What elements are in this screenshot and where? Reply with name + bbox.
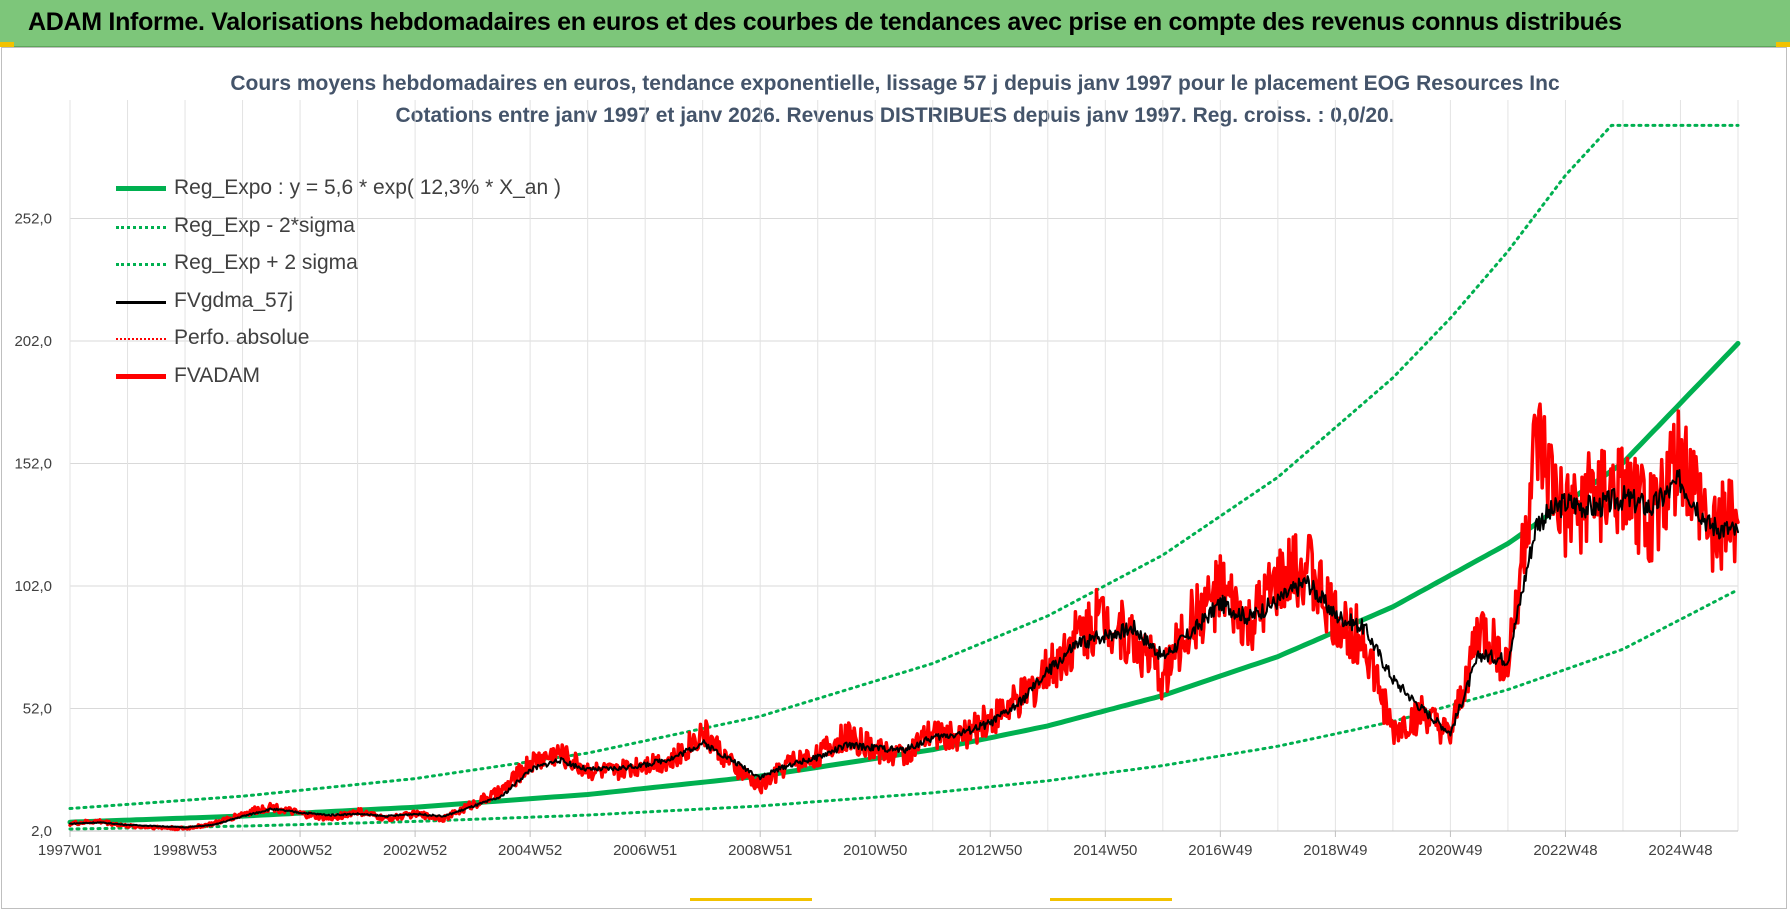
- bottom-accent-right: [1050, 898, 1172, 901]
- y-tick-label: 2,0: [31, 823, 52, 840]
- chart-frame: [1, 47, 1787, 909]
- legend-swatch-reg-exp-minus: [116, 225, 166, 229]
- x-tick-label: 2014W50: [1073, 842, 1137, 859]
- bottom-accent-left: [690, 898, 812, 901]
- x-tick-label: 2010W50: [843, 842, 907, 859]
- corner-marker-left: [0, 42, 14, 47]
- chart-title: Cours moyens hebdomadaires en euros, ten…: [230, 72, 1560, 95]
- x-tick-label: 2012W50: [958, 842, 1022, 859]
- legend-swatch-reg-expo: [116, 186, 166, 191]
- x-tick-label: 2020W49: [1418, 842, 1482, 859]
- x-tick-label: 2018W49: [1303, 842, 1367, 859]
- legend-swatch-reg-exp-plus: [116, 263, 166, 266]
- page-title: ADAM Informe. Valorisations hebdomadaire…: [28, 8, 1622, 36]
- y-tick-label: 52,0: [23, 701, 52, 718]
- header-banner: ADAM Informe. Valorisations hebdomadaire…: [0, 0, 1790, 47]
- legend-swatch-fvgdma: [116, 300, 166, 304]
- x-tick-label: 2024W48: [1648, 842, 1712, 859]
- series-reg-exp-minus-2sigma: [68, 588, 1740, 831]
- legend-swatch-perfo: [116, 338, 166, 340]
- legend-label-reg-exp-minus: Reg_Exp - 2*sigma: [174, 213, 355, 237]
- x-tick-label: 2000W52: [268, 842, 332, 859]
- x-tick-label: 1998W53: [153, 842, 217, 859]
- series-fvgdma-57j: [69, 469, 1739, 829]
- y-tick-label: 152,0: [14, 456, 52, 473]
- x-tick-label: 2008W51: [728, 842, 792, 859]
- chart-grid: [69, 100, 1739, 832]
- legend-swatch-fvadam: [116, 373, 166, 379]
- x-tick-label: 1997W01: [38, 842, 102, 859]
- y-axis: 2,0 52,0 102,0 152,0 202,0 252,0: [14, 211, 52, 841]
- series-fvadam: [68, 402, 1740, 832]
- y-tick-label: 252,0: [14, 211, 52, 228]
- x-tick-label: 2002W52: [383, 842, 447, 859]
- legend-label-reg-exp-plus: Reg_Exp + 2 sigma: [174, 251, 358, 274]
- y-tick-label: 202,0: [14, 333, 52, 350]
- series-reg-expo: [67, 340, 1741, 825]
- x-tick-label: 2022W48: [1533, 842, 1597, 859]
- legend-label-fvgdma: FVgdma_57j: [174, 288, 294, 312]
- x-tick-label: 2006W51: [613, 842, 677, 859]
- chart-series: [67, 123, 1741, 832]
- x-tick-label: 2004W52: [498, 842, 562, 859]
- x-axis: 1997W01 1998W53 2000W52 2002W52 2004W52 2006W…: [38, 831, 1713, 859]
- legend-label-reg-expo: Reg_Expo : y = 5,6 * exp( 12,3% * X_an ): [174, 176, 561, 199]
- corner-marker-right: [1776, 42, 1790, 47]
- legend-label-fvadam: FVADAM: [174, 363, 260, 387]
- x-tick-label: 2016W49: [1188, 842, 1252, 859]
- legend-label-perfo: Perfo. absolue: [174, 326, 310, 349]
- series-reg-exp-plus-2sigma: [68, 123, 1740, 810]
- y-tick-label: 102,0: [14, 578, 52, 595]
